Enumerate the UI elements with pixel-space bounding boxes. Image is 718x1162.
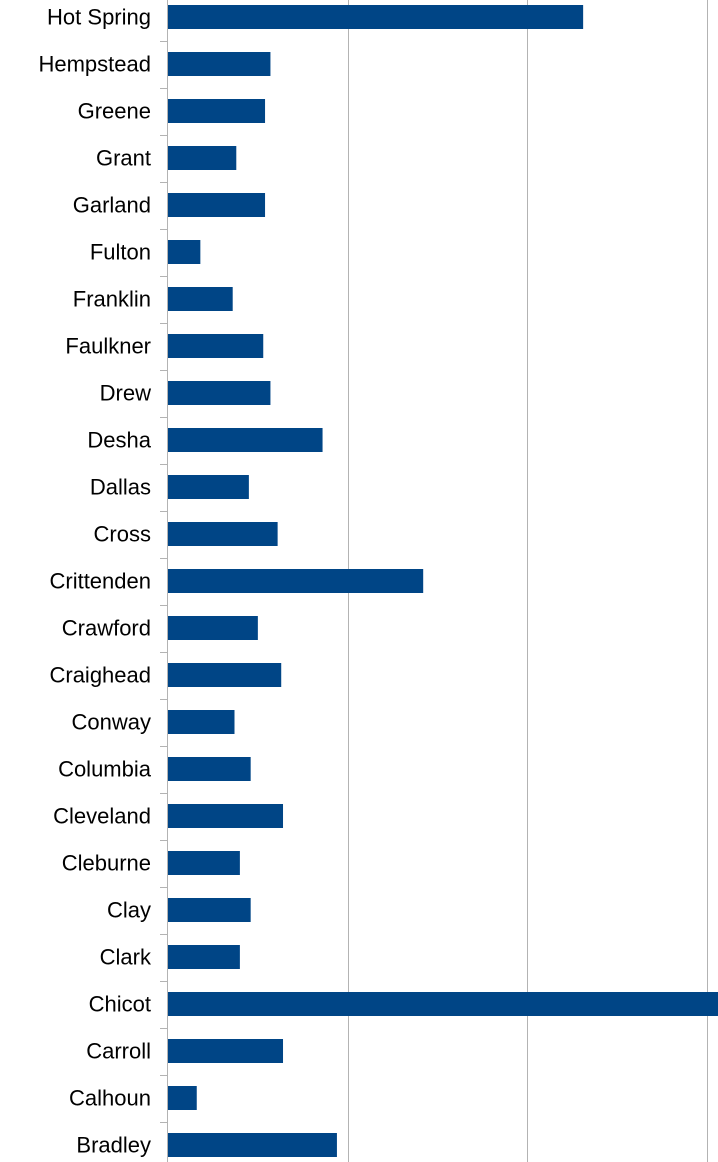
bar-cleburne [168,851,240,875]
category-label: Crawford [62,616,151,641]
category-label: Cleburne [62,851,151,876]
category-label: Crittenden [49,569,151,594]
bar-desha [168,428,323,452]
category-label: Cross [94,522,151,547]
bar-drew [168,381,271,405]
bar-clark [168,945,240,969]
bar-columbia [168,757,251,781]
bar-conway [168,710,235,734]
category-label: Faulkner [65,334,151,359]
bar-fulton [168,240,201,264]
category-label: Fulton [90,240,151,265]
bar-franklin [168,287,233,311]
bar-faulkner [168,334,264,358]
category-label: Bradley [76,1133,151,1158]
category-label: Craighead [49,663,151,688]
category-label: Conway [72,710,151,735]
bar-greene [168,99,266,123]
category-label: Columbia [58,757,152,782]
category-label: Calhoun [69,1086,151,1111]
bar-crawford [168,616,258,640]
category-label: Hot Spring [47,5,151,30]
category-label: Garland [73,193,151,218]
bar-cleveland [168,804,284,828]
category-label: Dallas [90,475,151,500]
bar-chicot [168,992,718,1016]
bar-clay [168,898,251,922]
category-label: Chicot [89,992,151,1017]
category-label: Clark [100,945,152,970]
bar-dallas [168,475,249,499]
bar-cross [168,522,278,546]
bar-hempstead [168,52,271,76]
category-label: Cleveland [53,804,151,829]
category-label: Clay [107,898,151,923]
bar-bradley [168,1133,337,1157]
category-labels: Hot Spring Hempstead Greene Grant Garland Ful… [38,5,152,1158]
category-label: Drew [100,381,151,406]
category-label: Carroll [86,1039,151,1064]
category-label: Grant [96,146,151,171]
bar-carroll [168,1039,284,1063]
category-label: Desha [87,428,151,453]
bar-craighead [168,663,282,687]
bar-calhoun [168,1086,197,1110]
category-label: Hempstead [38,52,151,77]
y-axis [160,0,168,1162]
bar-grant [168,146,237,170]
category-label: Greene [78,99,151,124]
bar-crittenden [168,569,424,593]
bar-garland [168,193,266,217]
bar-hot-spring [168,5,584,29]
bars [168,5,718,1157]
category-label: Franklin [73,287,151,312]
